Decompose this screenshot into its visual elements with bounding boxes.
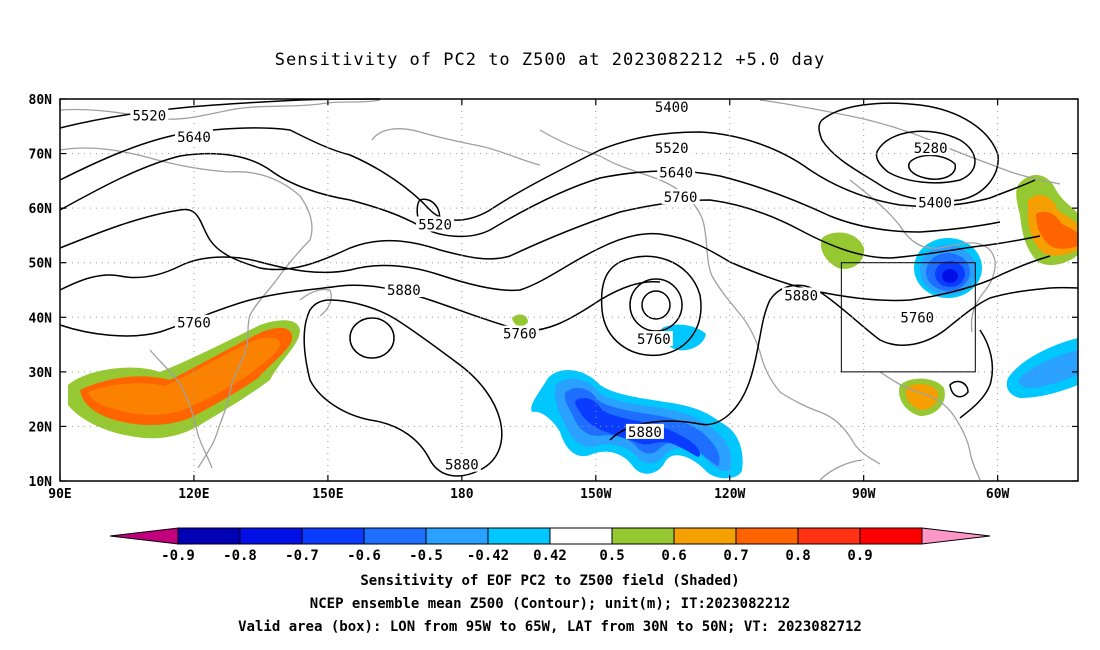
lat-label: 40N [29, 311, 53, 326]
contour-label-bg [442, 456, 481, 472]
colorbar-swatch [673, 527, 737, 545]
contour-label-bg [898, 309, 937, 325]
lon-label: 60W [986, 487, 1010, 502]
lon-label: 120E [178, 487, 209, 502]
lat-label: 70N [29, 148, 53, 163]
lat-label: 10N [29, 475, 53, 490]
lon-label: 180 [450, 487, 474, 502]
contour-label-bg [174, 129, 213, 145]
colorbar-label: 0.8 [785, 548, 810, 564]
contour-label: 5400 [655, 100, 689, 116]
colorbar-swatch [611, 527, 675, 545]
contour-label: 5640 [659, 166, 693, 182]
contour-label: 5640 [177, 130, 211, 146]
contour-label-bg [174, 314, 213, 330]
colorbar-swatch [797, 527, 861, 545]
contour-label: 5760 [503, 327, 537, 343]
colorbar-swatch [549, 527, 613, 545]
contour-label: 5880 [445, 458, 479, 474]
contour-label-bg [500, 325, 539, 341]
valid-area-box [840, 262, 976, 373]
contour-labels: 5520 5640 5400 5520 5640 5280 5400 5520 5760 5880… [130, 99, 955, 474]
colorbar-swatch [363, 527, 427, 545]
lat-label: 60N [29, 202, 53, 217]
longitude-labels: 90E 120E 150E 180 150W 120W 90W 60W [48, 487, 1009, 502]
lon-label: 90W [852, 487, 876, 502]
caption-line-1: Sensitivity of EOF PC2 to Z500 field (Sh… [360, 573, 740, 589]
colorbar-label: 0.5 [599, 548, 624, 564]
caption-line-3: Valid area (box): LON from 95W to 65W, L… [238, 619, 862, 635]
colorbar-label: -0.8 [223, 548, 257, 564]
lat-label: 80N [29, 93, 53, 108]
lat-label: 30N [29, 366, 53, 381]
contour-label: 5760 [664, 190, 698, 206]
contour-label: 5880 [628, 425, 662, 441]
colorbar-swatch [239, 527, 303, 545]
contour-label: 5760 [177, 316, 211, 332]
colorbar-label: 0.6 [661, 548, 686, 564]
colorbar-label: -0.9 [161, 548, 195, 564]
lon-label: 90E [48, 487, 71, 502]
map-title: Sensitivity of PC2 to Z500 at 2023082212… [274, 50, 826, 70]
colorbar-label: -0.5 [409, 548, 443, 564]
colorbar-swatch [301, 527, 365, 545]
colorbar-label: 0.9 [847, 548, 872, 564]
caption-line-2: NCEP ensemble mean Z500 (Contour); unit(… [309, 596, 791, 612]
contour-label: 5760 [900, 310, 934, 326]
contour-label: 5520 [418, 218, 452, 234]
colorbar-label: -0.7 [285, 548, 319, 564]
lat-label: 20N [29, 420, 53, 435]
contour-label-bg [634, 331, 673, 347]
z500-contours [59, 98, 1079, 477]
colorbar-swatch [425, 527, 489, 545]
contour-label-bg [657, 164, 696, 180]
contour-label: 5520 [132, 108, 166, 124]
colorbar-swatch [177, 527, 241, 545]
colorbar-swatch [487, 527, 551, 545]
colorbar-min-triangle [109, 527, 179, 545]
colorbar-label: 0.42 [533, 548, 567, 564]
colorbar: -0.9 -0.8 -0.7 -0.6 -0.5 -0.42 0.42 0.5 0.6 0.7 0.… [109, 527, 991, 564]
map-frame [59, 98, 1079, 482]
lon-label: 150W [580, 487, 611, 502]
lon-label: 120W [714, 487, 745, 502]
contour-label-bg [661, 189, 700, 205]
contour-label-bg [652, 140, 691, 156]
colorbar-label: -0.42 [467, 548, 509, 564]
colorbar-label: 0.7 [723, 548, 748, 564]
latitude-labels: 80N 70N 60N 50N 40N 30N 20N 10N [29, 93, 53, 490]
axis-ticks [59, 98, 1078, 482]
contour-label-bg [625, 423, 664, 439]
contour-label: 5880 [784, 288, 818, 304]
colorbar-swatch [859, 527, 923, 545]
contour-label-bg [384, 282, 423, 297]
contour-label-bg [916, 194, 955, 210]
contour-label: 5280 [914, 141, 948, 157]
colorbar-swatch [735, 527, 799, 545]
contour-label: 5400 [918, 196, 952, 212]
contour-label-bg [911, 140, 950, 156]
contour-label-bg [130, 107, 169, 123]
contour-label-bg [652, 99, 691, 115]
contour-label-bg [416, 216, 455, 232]
lat-label: 50N [29, 257, 53, 272]
contour-label: 5760 [637, 332, 671, 348]
contour-label: 5880 [387, 283, 421, 299]
colorbar-max-triangle [921, 527, 991, 545]
shading-positive-asia [68, 320, 300, 439]
contour-label: 5520 [655, 141, 689, 157]
colorbar-label: -0.6 [347, 548, 381, 564]
lon-label: 150E [312, 487, 343, 502]
contour-label-bg [782, 287, 821, 303]
